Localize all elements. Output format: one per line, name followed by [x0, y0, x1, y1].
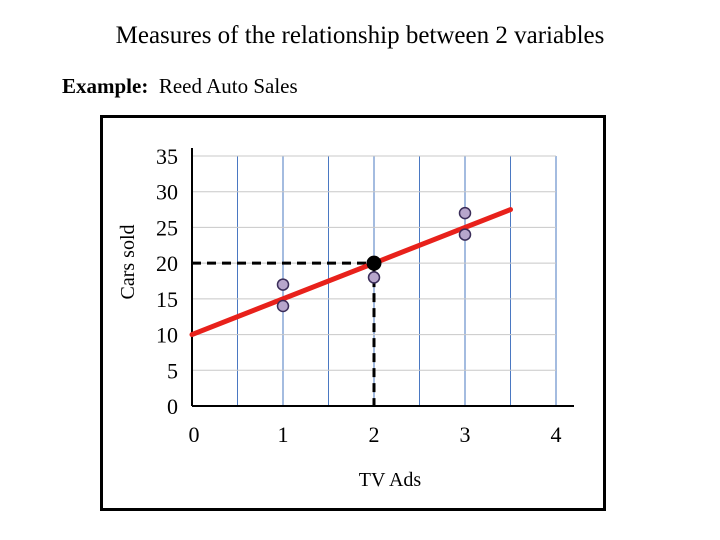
example-text: Reed Auto Sales [158, 74, 298, 98]
x-tick-label: 4 [551, 422, 562, 447]
mean-guides [192, 261, 376, 406]
x-tick-label: 1 [278, 422, 289, 447]
mean-point [366, 255, 382, 271]
x-axis-label: TV Ads [359, 469, 422, 491]
example-caption: Example: Reed Auto Sales [62, 74, 298, 99]
x-tick-label: 3 [460, 422, 471, 447]
data-point [458, 206, 472, 220]
data-point [276, 299, 290, 313]
y-tick-label: 5 [167, 358, 178, 383]
x-tick-label: 0 [189, 422, 200, 447]
example-label: Example: [62, 74, 149, 98]
regression-layer [189, 207, 513, 338]
slide-title: Measures of the relationship between 2 v… [115, 22, 605, 49]
data-points [276, 206, 472, 313]
axes [191, 148, 574, 407]
regression-line [189, 207, 513, 338]
y-tick-label: 0 [167, 394, 178, 419]
data-point [458, 228, 472, 241]
y-tick-label: 35 [156, 144, 178, 169]
data-point [367, 271, 381, 284]
y-tick-label: 25 [156, 215, 178, 240]
y-tick-labels: 35 30 25 20 15 10 5 0 [156, 144, 178, 419]
data-point [276, 278, 290, 291]
x-tick-labels: 0 1 2 3 4 [189, 422, 562, 447]
y-tick-label: 10 [156, 323, 178, 348]
y-axis-label: Cars sold [117, 225, 139, 300]
y-tick-label: 30 [156, 180, 178, 205]
y-tick-label: 15 [156, 287, 178, 312]
x-tick-label: 2 [369, 422, 380, 447]
y-tick-label: 20 [156, 251, 178, 276]
chart-frame [100, 115, 606, 511]
